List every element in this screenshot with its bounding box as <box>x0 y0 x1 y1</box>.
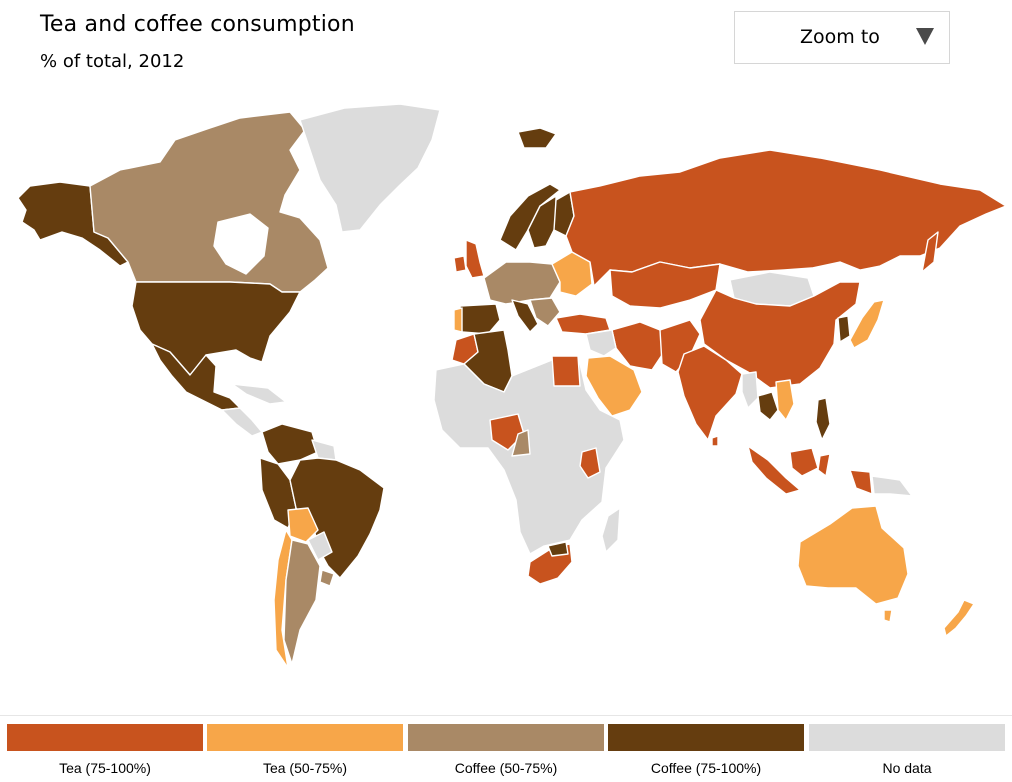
region-bolivia[interactable] <box>287 507 319 543</box>
region-papua-no-data[interactable] <box>871 475 913 497</box>
region-india[interactable] <box>677 345 743 441</box>
region-colombia-venezuela[interactable] <box>261 423 319 465</box>
legend-swatch <box>207 724 403 751</box>
region-borneo[interactable] <box>789 447 819 477</box>
region-vietnam[interactable] <box>775 379 795 421</box>
region-thailand[interactable] <box>757 391 779 421</box>
region-cameroon[interactable] <box>511 429 531 457</box>
legend-swatch <box>809 724 1005 751</box>
region-western-europe[interactable] <box>483 261 561 305</box>
triangle-down-icon <box>916 28 934 45</box>
chart-subtitle: % of total, 2012 <box>40 51 185 72</box>
region-hudson-bay <box>213 213 269 275</box>
region-iran[interactable] <box>611 321 665 371</box>
legend-swatch <box>608 724 804 751</box>
region-new-zealand[interactable] <box>943 599 975 637</box>
region-saudi-arabia[interactable] <box>585 355 643 417</box>
legend-divider <box>0 715 1012 716</box>
legend-item-coffee-75-100[interactable]: Coffee (75-100%) <box>608 724 804 782</box>
region-sulawesi[interactable] <box>817 453 831 477</box>
region-new-guinea[interactable] <box>849 469 873 495</box>
region-egypt[interactable] <box>551 355 581 387</box>
legend-swatch <box>7 724 203 751</box>
region-malaysia-sumatra[interactable] <box>747 445 801 495</box>
region-australia[interactable] <box>797 505 909 605</box>
legend-label: Tea (50-75%) <box>262 760 348 776</box>
region-norway[interactable] <box>499 183 561 251</box>
region-kenya[interactable] <box>579 447 601 479</box>
world-map <box>17 103 1007 669</box>
region-argentina[interactable] <box>283 539 321 665</box>
region-madagascar[interactable] <box>601 507 621 553</box>
legend: Tea (75-100%) Tea (50-75%) Coffee (50-75… <box>0 724 1012 782</box>
region-balkans[interactable] <box>529 297 561 327</box>
region-japan[interactable] <box>849 299 885 349</box>
region-middle-east[interactable] <box>585 329 617 357</box>
region-spain[interactable] <box>459 303 501 335</box>
region-zimbabwe[interactable] <box>547 541 569 557</box>
region-guianas[interactable] <box>311 439 337 461</box>
region-iceland[interactable] <box>517 127 557 149</box>
legend-label: Tea (75-100%) <box>59 760 151 776</box>
region-sri-lanka[interactable] <box>711 435 719 447</box>
chart-title: Tea and coffee consumption <box>40 12 355 37</box>
region-central-america[interactable] <box>221 407 263 437</box>
legend-swatch <box>408 724 604 751</box>
legend-item-tea-75-100[interactable]: Tea (75-100%) <box>7 724 203 782</box>
legend-item-coffee-50-75[interactable]: Coffee (50-75%) <box>408 724 604 782</box>
region-korea[interactable] <box>837 315 851 343</box>
region-united-kingdom[interactable] <box>465 239 485 279</box>
region-caribbean[interactable] <box>231 383 287 405</box>
region-alaska[interactable] <box>17 181 129 267</box>
region-united-states[interactable] <box>131 281 301 376</box>
region-north-africa[interactable] <box>433 359 625 555</box>
region-philippines[interactable] <box>815 397 831 441</box>
legend-label: Coffee (75-100%) <box>650 760 762 776</box>
zoom-to-label: Zoom to <box>800 26 880 48</box>
legend-label: Coffee (50-75%) <box>454 760 558 776</box>
region-russia-far-east[interactable] <box>921 231 939 273</box>
legend-item-tea-50-75[interactable]: Tea (50-75%) <box>207 724 403 782</box>
region-russia[interactable] <box>565 149 1007 287</box>
region-ireland[interactable] <box>453 255 467 273</box>
zoom-to-dropdown[interactable]: Zoom to <box>734 11 950 64</box>
region-mexico[interactable] <box>151 343 241 411</box>
region-paraguay[interactable] <box>307 531 333 561</box>
region-italy[interactable] <box>511 299 539 333</box>
region-greenland[interactable] <box>299 103 441 233</box>
region-myanmar[interactable] <box>741 371 759 409</box>
region-canada[interactable] <box>89 111 329 293</box>
region-uruguay[interactable] <box>319 569 335 587</box>
legend-item-no-data[interactable]: No data <box>809 724 1005 782</box>
region-tasmania[interactable] <box>883 609 893 623</box>
legend-label: No data <box>882 760 932 776</box>
region-portugal[interactable] <box>453 307 463 333</box>
